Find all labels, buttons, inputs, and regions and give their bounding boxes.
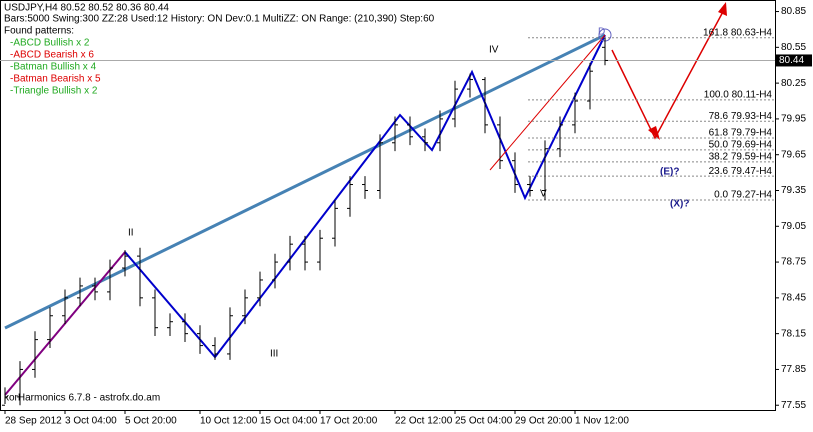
current-price-box: [776, 54, 812, 67]
x-tick-label: 17 Oct 20:00: [320, 416, 378, 427]
y-tick-label: 78.15: [781, 328, 806, 339]
info: Bars:5000 Swing:300 ZZ:28 Used:12 Histor…: [4, 14, 435, 25]
title: USDJPY,H4 80.52 80.52 80.36 80.44: [4, 3, 169, 14]
wave-label: III: [270, 349, 278, 360]
fib-label: 38.2 79.59-H4: [709, 152, 773, 163]
x-tick-label: 28 Sep 2012: [5, 416, 62, 427]
fib-label: 61.8 79.79-H4: [709, 128, 773, 139]
x-tick-label: 22 Oct 12:00: [395, 416, 453, 427]
y-tick-label: 78.75: [781, 257, 806, 268]
pattern-item: -Batman Bullish x 4: [10, 62, 97, 73]
x-tick-label: 10 Oct 12:00: [200, 416, 258, 427]
fib-label: 161.8 80.63-H4: [703, 27, 772, 38]
arrow-head: [648, 126, 660, 140]
plot-frame: [0, 0, 776, 411]
y-tick-label: 79.65: [781, 149, 806, 160]
y-tick-label: 77.85: [781, 364, 806, 375]
x-tick-label: 5 Oct 20:00: [125, 416, 177, 427]
wave-label: II: [128, 228, 134, 239]
x-tick-label: 25 Oct 04:00: [455, 416, 513, 427]
projection: [611, 7, 726, 140]
pattern-item: -Batman Bearish x 5: [10, 74, 101, 85]
wave-label: IV: [489, 45, 499, 56]
wave-label: (X)?: [670, 199, 689, 210]
y-tick-label: 80.25: [781, 78, 806, 89]
x-tick-label: 3 Oct 04:00: [65, 416, 117, 427]
wave-label: (E)?: [660, 167, 679, 178]
fib-label: 50.0 79.69-H4: [709, 140, 773, 151]
pattern-item: -Triangle Bullish x 2: [10, 86, 98, 97]
footer: korHarmonics 6.7.8 - astrofx.do.am: [4, 393, 160, 404]
y-tick-label: 79.95: [781, 114, 806, 125]
arrow-head: [718, 2, 727, 16]
wave-label: D: [598, 27, 605, 38]
y-tick-label: 78.45: [781, 293, 806, 304]
patterns-title: Found patterns:: [4, 26, 74, 37]
fib-label: 23.6 79.47-H4: [709, 166, 773, 177]
pattern-item: -ABCD Bullish x 2: [10, 38, 90, 49]
y-tick-label: 80.55: [781, 42, 806, 53]
fib-label: 100.0 80.11-H4: [704, 89, 773, 100]
wave-label: V: [540, 189, 547, 200]
current-price-label: 80.44: [779, 55, 804, 66]
fib-label: 0.0 79.27-H4: [714, 190, 772, 201]
pattern-item: -ABCD Bearish x 6: [10, 50, 94, 61]
x-tick-label: 1 Nov 12:00: [575, 416, 629, 427]
x-tick-label: 29 Oct 20:00: [515, 416, 573, 427]
y-tick-label: 79.35: [781, 185, 806, 196]
pattern-line: [489, 34, 606, 171]
y-tick-label: 79.05: [781, 221, 806, 232]
y-tick-label: 80.85: [781, 6, 806, 17]
x-tick-label: 15 Oct 04:00: [260, 416, 318, 427]
fib-label: 78.6 79.93-H4: [709, 111, 773, 122]
trend-line: [4, 33, 606, 330]
y-tick-label: 77.55: [781, 400, 806, 411]
